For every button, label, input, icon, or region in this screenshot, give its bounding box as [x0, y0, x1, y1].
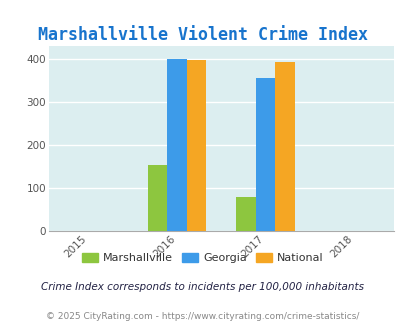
Text: Crime Index corresponds to incidents per 100,000 inhabitants: Crime Index corresponds to incidents per…	[41, 282, 364, 292]
Legend: Marshallville, Georgia, National: Marshallville, Georgia, National	[78, 248, 327, 268]
Bar	[147, 165, 167, 231]
Text: Marshallville Violent Crime Index: Marshallville Violent Crime Index	[38, 26, 367, 45]
Bar	[186, 60, 206, 231]
Bar	[255, 78, 275, 231]
Bar	[236, 197, 255, 231]
Bar	[167, 59, 186, 231]
Text: © 2025 CityRating.com - https://www.cityrating.com/crime-statistics/: © 2025 CityRating.com - https://www.city…	[46, 312, 359, 321]
Bar	[275, 62, 294, 231]
